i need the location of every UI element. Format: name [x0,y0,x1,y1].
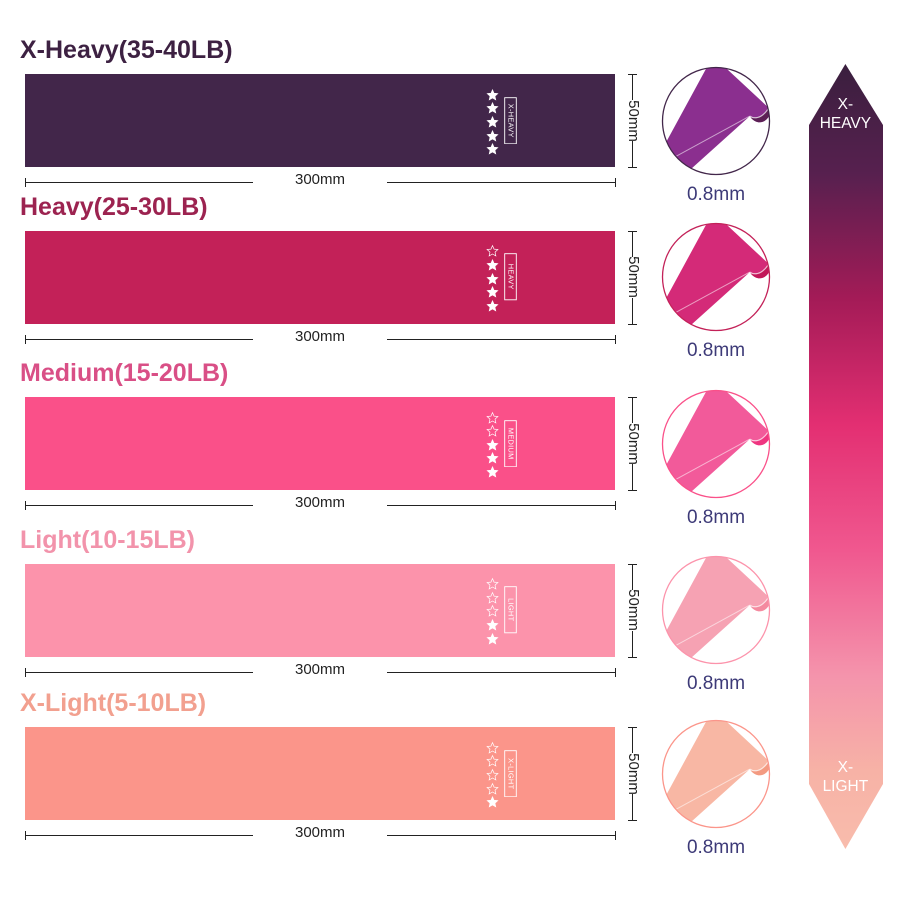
svg-text:50mm: 50mm [625,423,642,465]
svg-text:50mm: 50mm [625,257,642,299]
svg-text:X-HEAVY: X-HEAVY [507,104,516,138]
svg-text:X-LIGHT: X-LIGHT [507,758,516,789]
svg-text:MEDIUM: MEDIUM [507,427,516,459]
svg-text:50mm: 50mm [625,753,642,795]
svg-text:LIGHT: LIGHT [507,598,516,621]
svg-text:HEAVY: HEAVY [507,264,516,290]
svg-text:50mm: 50mm [625,100,642,142]
svg-text:50mm: 50mm [625,589,642,631]
